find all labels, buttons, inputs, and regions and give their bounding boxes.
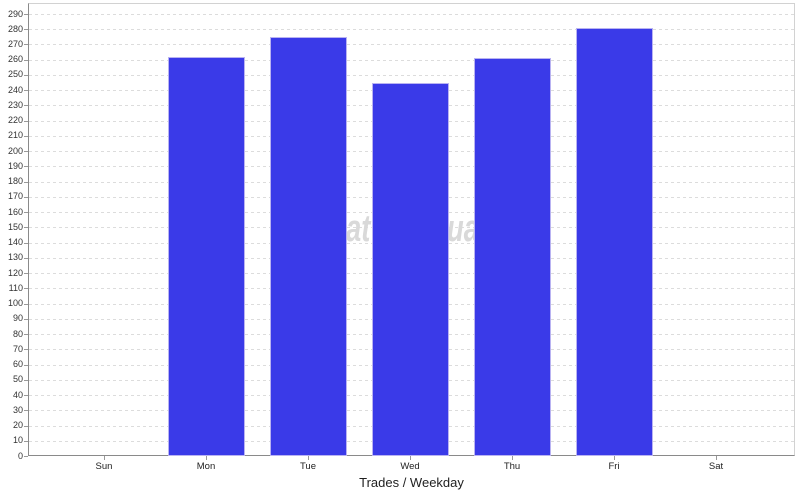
- y-tick: [24, 90, 28, 92]
- x-label-fri: Fri: [608, 461, 620, 472]
- y-tick: [24, 242, 28, 244]
- y-tick: [24, 181, 28, 183]
- y-tick-label: 220: [7, 115, 23, 126]
- y-tick: [24, 74, 28, 76]
- y-tick-label: 100: [7, 298, 23, 309]
- y-tick-label: 90: [12, 313, 23, 324]
- bar-wed: [371, 82, 449, 456]
- y-tick: [24, 288, 28, 290]
- bar-tue: [269, 36, 347, 456]
- y-tick: [24, 44, 28, 46]
- y-tick: [24, 105, 28, 107]
- y-tick: [24, 166, 28, 168]
- bar-thu: [473, 58, 551, 456]
- x-label-tue: Tue: [299, 461, 317, 472]
- y-tick-label: 190: [7, 160, 23, 171]
- y-tick-label: 250: [7, 69, 23, 80]
- y-tick: [24, 456, 28, 457]
- x-label-mon: Mon: [196, 461, 216, 472]
- y-tick-label: 50: [12, 374, 23, 385]
- x-tick: [512, 456, 513, 460]
- y-tick-label: 230: [7, 99, 23, 110]
- y-tick: [24, 151, 28, 153]
- y-tick: [24, 425, 28, 427]
- y-tick-label: 290: [7, 8, 23, 19]
- y-tick: [24, 29, 28, 31]
- y-tick: [24, 379, 28, 381]
- y-tick-label: 130: [7, 252, 23, 263]
- y-tick: [24, 410, 28, 412]
- y-tick-label: 40: [12, 389, 23, 400]
- y-tick: [24, 135, 28, 137]
- x-label-sun: Sun: [95, 461, 113, 472]
- y-tick: [24, 14, 28, 15]
- y-tick: [24, 303, 28, 305]
- y-tick-label: 0: [17, 450, 23, 461]
- y-tick-label: 10: [12, 435, 23, 446]
- y-tick-label: 30: [12, 404, 23, 415]
- bar-fri: [575, 27, 653, 456]
- y-tick: [24, 273, 28, 275]
- x-tick: [206, 456, 207, 460]
- x-label-sat: Sat: [708, 461, 724, 472]
- x-axis-title: Trades / Weekday: [359, 475, 464, 490]
- x-tick: [104, 456, 105, 460]
- x-tick: [308, 456, 309, 460]
- y-tick: [24, 257, 28, 259]
- y-tick-label: 170: [7, 191, 23, 202]
- y-tick: [24, 196, 28, 198]
- y-tick: [24, 349, 28, 351]
- x-tick: [410, 456, 411, 460]
- y-tick-label: 270: [7, 38, 23, 49]
- y-tick-label: 60: [12, 359, 23, 370]
- watermark-fragment: at: [346, 208, 371, 250]
- gridline: [29, 14, 794, 15]
- y-tick-label: 150: [7, 221, 23, 232]
- x-tick: [716, 456, 717, 460]
- gridline: [29, 74, 794, 76]
- bar-mon: [167, 56, 245, 456]
- gridline: [29, 29, 794, 31]
- y-tick-label: 210: [7, 130, 23, 141]
- y-tick: [24, 395, 28, 397]
- y-tick: [24, 334, 28, 336]
- y-tick: [24, 212, 28, 214]
- y-tick-label: 70: [12, 343, 23, 354]
- y-tick-label: 200: [7, 145, 23, 156]
- y-tick: [24, 227, 28, 229]
- gridline: [29, 44, 794, 46]
- y-tick-label: 120: [7, 267, 23, 278]
- y-tick-label: 160: [7, 206, 23, 217]
- y-tick-label: 260: [7, 54, 23, 65]
- y-tick: [24, 364, 28, 366]
- gridline: [29, 59, 794, 61]
- y-tick-label: 20: [12, 420, 23, 431]
- y-tick-label: 240: [7, 84, 23, 95]
- y-tick-label: 180: [7, 176, 23, 187]
- y-tick-label: 280: [7, 23, 23, 34]
- y-tick: [24, 440, 28, 442]
- x-tick: [614, 456, 615, 460]
- y-tick: [24, 59, 28, 61]
- y-tick: [24, 120, 28, 122]
- y-tick-label: 110: [8, 282, 23, 293]
- x-label-thu: Thu: [503, 461, 521, 472]
- y-tick-label: 80: [12, 328, 23, 339]
- x-label-wed: Wed: [400, 461, 420, 472]
- y-tick: [24, 318, 28, 320]
- y-tick-label: 140: [7, 237, 23, 248]
